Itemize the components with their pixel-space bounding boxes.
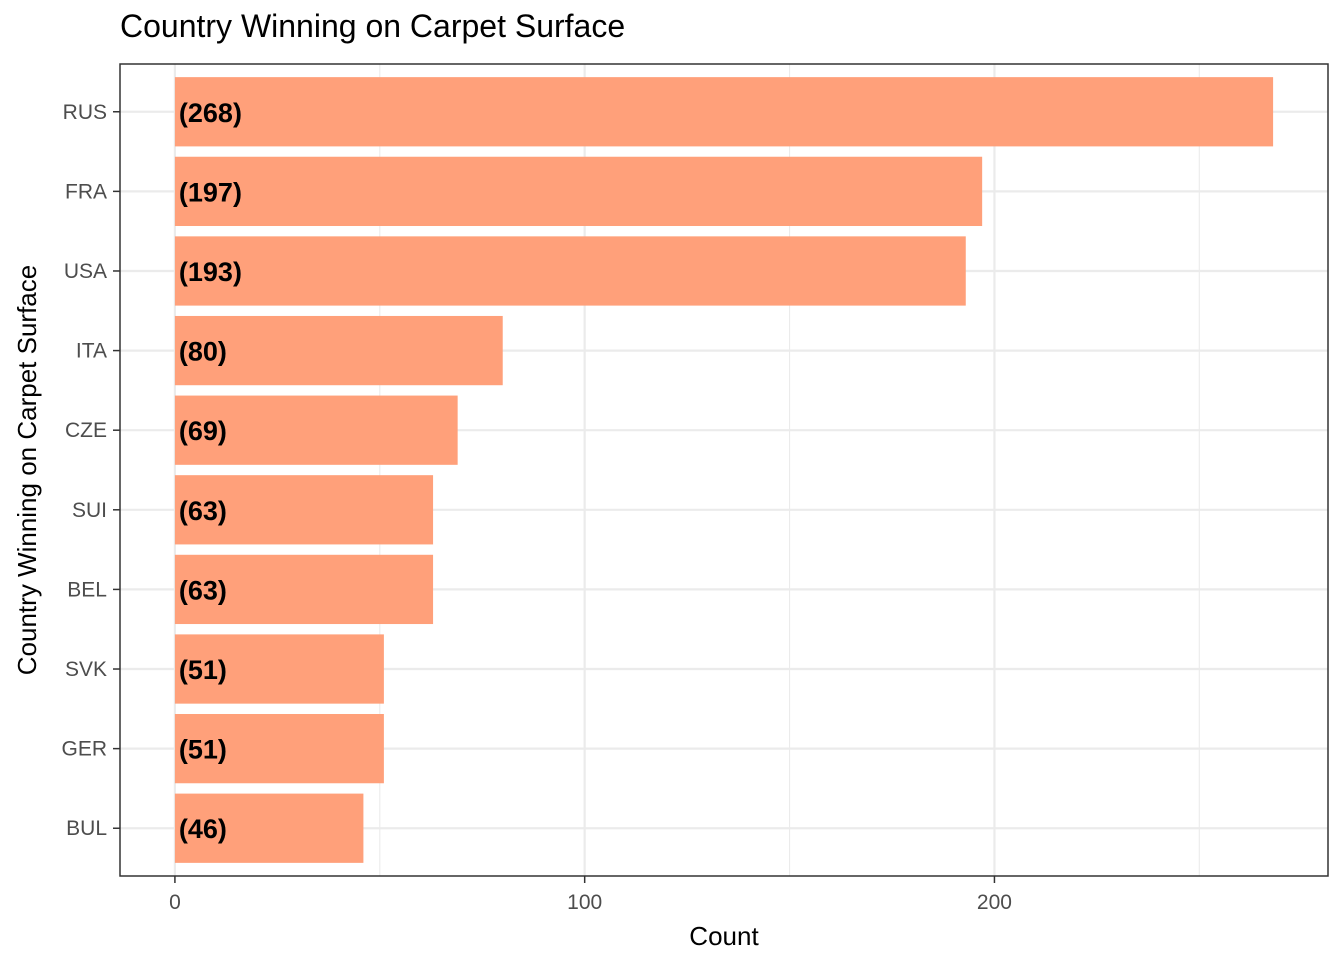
bar-usa [174,236,966,306]
y-tick-label: SUI [72,499,107,522]
x-tick-label: 200 [977,891,1012,914]
bar-data-label: (80) [179,337,227,367]
bar-data-label: (63) [179,575,227,605]
bars [174,77,1274,863]
axes: RUS FRA USA ITA CZE SUI BEL SVK GER BUL 0 100 200 [61,101,1011,914]
panel-border [119,63,1329,877]
y-tick-label: USA [64,260,107,283]
bar-data-label: (193) [179,257,242,287]
bar-rus [174,77,1274,147]
bar-data-labels: (268) (197) (193) (80) (69) (63) (63) (51) (51) (… [179,98,242,844]
bar-bel [174,554,434,625]
bar-svk [174,634,384,704]
y-tick-label: BUL [66,817,107,840]
y-tick-label: GER [61,738,107,761]
bar-data-label: (268) [179,98,242,128]
y-tick-label: FRA [65,180,107,203]
bar-cze [174,395,458,465]
bar-fra [174,156,983,227]
x-tick-label: 0 [169,891,181,914]
bar-bul [174,793,364,863]
y-tick-label: CZE [65,419,107,442]
bar-ita [174,315,503,386]
bar-data-label: (69) [179,416,227,446]
bar-ger [174,713,384,784]
x-axis-title: Count [689,921,759,951]
y-tick-label: BEL [67,578,107,601]
bar-data-label: (51) [179,655,227,685]
y-tick-label: SVK [65,658,107,681]
chart-title: Country Winning on Carpet Surface [120,8,626,44]
bar-data-label: (197) [179,177,242,207]
bar-sui [174,475,434,545]
x-tick-label: 100 [567,891,602,914]
y-axis-title: Country Winning on Carpet Surface [12,265,42,675]
bar-data-label: (51) [179,735,227,765]
bar-data-label: (63) [179,496,227,526]
bar-data-label: (46) [179,814,227,844]
y-tick-label: RUS [63,101,107,124]
y-tick-label: ITA [76,340,107,363]
